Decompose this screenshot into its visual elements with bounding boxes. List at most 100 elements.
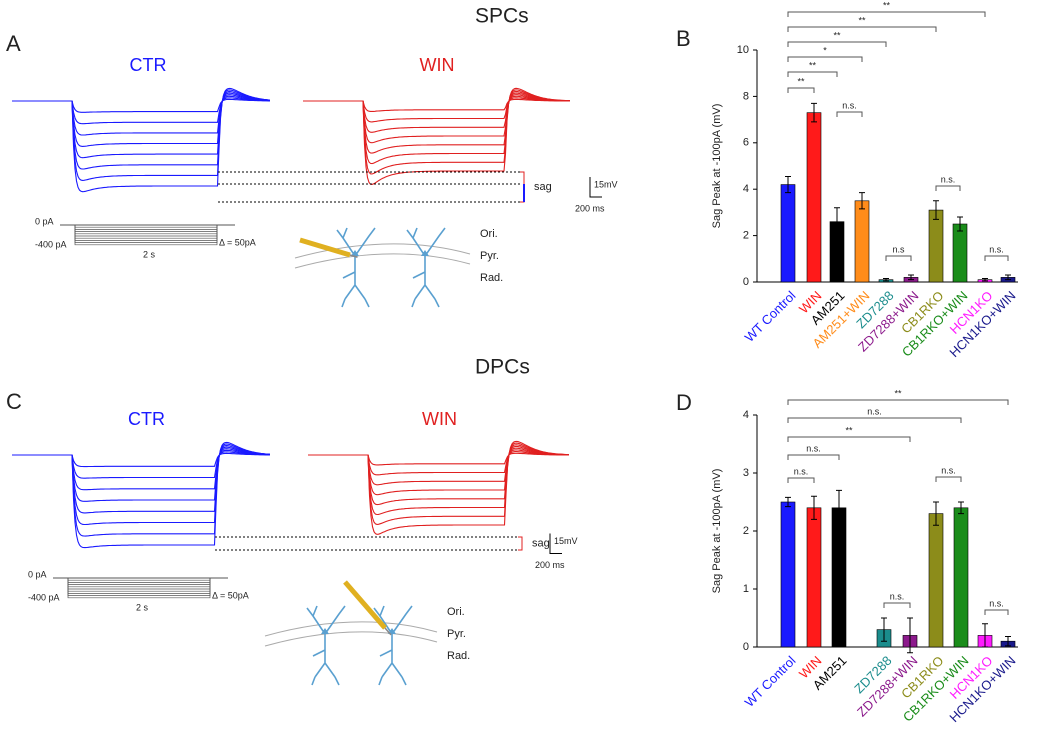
voltage-trace — [303, 92, 570, 154]
bar — [952, 223, 968, 283]
pipette-tip — [384, 627, 392, 636]
error-bar — [957, 216, 963, 232]
significance-bracket — [787, 399, 1009, 405]
y-tick-label: 2 — [743, 230, 749, 242]
error-bar — [811, 102, 817, 123]
sag-label: sag — [532, 537, 550, 549]
step-duration: 2 s — [136, 602, 149, 612]
significance-bracket — [787, 56, 863, 62]
layer-label: Rad. — [447, 650, 470, 662]
voltage-trace — [12, 441, 271, 549]
significance-label: n.s. — [794, 466, 809, 476]
voltage-trace — [12, 87, 271, 193]
significance-bracket — [787, 454, 840, 460]
trace-label: WIN — [420, 55, 455, 75]
neuron — [306, 605, 346, 686]
bar — [806, 507, 822, 648]
significance-bracket — [836, 111, 863, 117]
significance-label: ** — [809, 60, 817, 70]
significance-bracket — [935, 185, 961, 191]
layer-line — [294, 253, 471, 269]
significance-label: n.s. — [941, 465, 956, 475]
step-zero: 0 pA — [35, 216, 54, 226]
layer-line — [264, 631, 438, 647]
error-bar — [881, 617, 887, 642]
row-title: DPCs — [475, 356, 530, 379]
y-tick-label: 6 — [743, 137, 749, 149]
sag-label: sag — [534, 181, 552, 193]
soma — [421, 250, 429, 256]
significance-bracket — [883, 602, 911, 608]
y-tick-label: 8 — [743, 90, 749, 102]
voltage-trace — [303, 95, 570, 133]
error-bar — [834, 207, 840, 237]
significance-label: ** — [858, 15, 866, 25]
error-bar — [1005, 274, 1011, 281]
x-tick-label: WT Control — [742, 288, 799, 345]
scale-v: 15mV — [594, 179, 618, 189]
y-axis-label: Sag Peak at -100pA (mV) — [711, 104, 723, 229]
bar — [928, 209, 944, 283]
significance-bracket — [787, 41, 887, 47]
bar — [854, 200, 870, 283]
y-tick-label: 3 — [743, 467, 749, 479]
soma — [351, 250, 359, 256]
neuron — [336, 227, 376, 308]
error-bar — [883, 278, 889, 282]
significance-bracket — [787, 436, 911, 442]
step-line — [67, 578, 211, 590]
y-axis-label: Sag Peak at -100pA (mV) — [711, 469, 723, 594]
voltage-trace — [12, 92, 271, 159]
scale-t: 200 ms — [575, 203, 605, 213]
error-bar — [785, 175, 791, 194]
voltage-trace — [12, 448, 270, 502]
error-bar — [859, 192, 865, 210]
significance-label: n.s — [892, 244, 905, 254]
error-bar — [982, 623, 988, 648]
significance-bracket — [787, 417, 962, 423]
significance-label: n.s. — [806, 443, 821, 453]
significance-bracket — [787, 11, 986, 17]
significance-label: n.s. — [941, 174, 956, 184]
voltage-trace — [12, 91, 271, 170]
step-duration: 2 s — [143, 249, 156, 259]
layer-line — [264, 621, 438, 637]
pipette — [343, 580, 387, 630]
bar — [806, 112, 822, 283]
significance-bracket — [984, 255, 1009, 261]
neuron — [373, 605, 413, 686]
bar — [831, 507, 847, 648]
significance-bracket — [885, 255, 912, 261]
significance-bracket — [787, 87, 815, 93]
voltage-trace — [303, 87, 571, 185]
step-min: -400 pA — [28, 592, 60, 602]
step-delta: Δ = 50pA — [212, 590, 249, 600]
trace-label: WIN — [422, 409, 457, 429]
significance-bracket — [787, 26, 937, 32]
step-zero: 0 pA — [28, 569, 47, 579]
panel-label: B — [676, 26, 691, 51]
significance-bracket — [984, 609, 1009, 615]
step-line — [74, 225, 218, 237]
y-tick-label: 4 — [743, 409, 749, 421]
voltage-trace — [303, 89, 570, 175]
y-tick-label: 0 — [743, 276, 749, 288]
layer-label: Pyr. — [447, 628, 466, 640]
layer-label: Ori. — [480, 228, 498, 240]
significance-label: ** — [894, 388, 902, 398]
layer-line — [294, 243, 471, 259]
significance-label: ** — [833, 30, 841, 40]
neuron — [406, 227, 446, 308]
error-bar — [1005, 636, 1011, 647]
error-bar — [958, 501, 964, 515]
error-bar — [907, 617, 913, 654]
voltage-trace — [12, 446, 271, 514]
significance-label: n.s. — [890, 591, 905, 601]
significance-bracket — [935, 476, 962, 482]
voltage-trace — [12, 95, 270, 136]
pipette-tip — [349, 254, 358, 258]
step-line — [74, 225, 218, 246]
panel-label: D — [676, 390, 692, 415]
y-tick-label: 10 — [737, 44, 749, 56]
